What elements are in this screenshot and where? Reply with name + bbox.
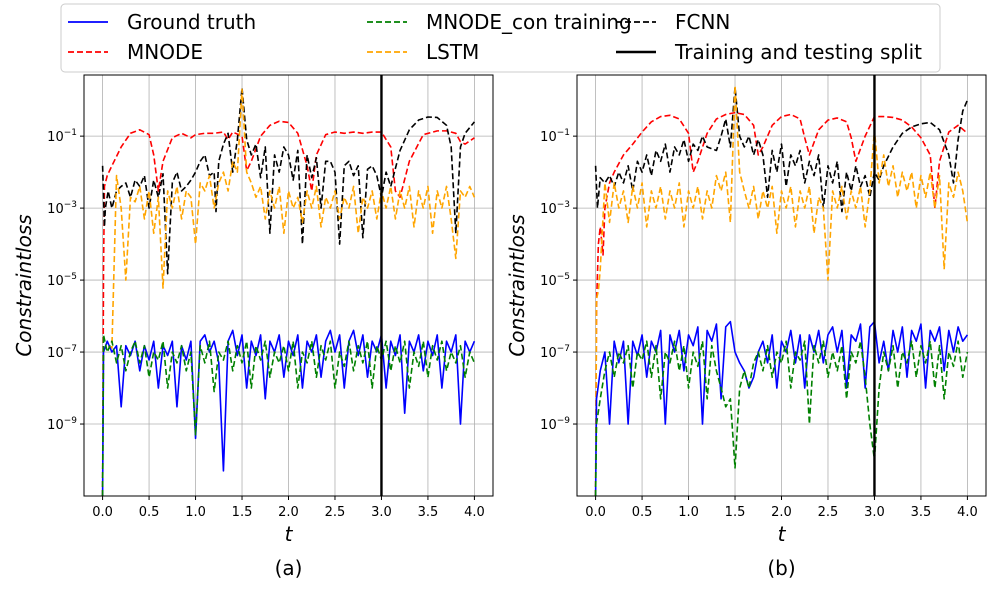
y-tick-label: 10−9: [47, 416, 77, 433]
legend-item-mnode: MNODE: [68, 40, 203, 64]
legend-label: MNODE_con training: [426, 10, 632, 34]
legend-item-mnode-con-training: MNODE_con training: [367, 10, 632, 34]
legend-label: LSTM: [426, 40, 479, 64]
x-tick-label: 3.0: [371, 505, 392, 520]
x-tick-label: 1.0: [678, 505, 699, 520]
x-tick-label: 2.5: [818, 505, 839, 520]
y-tick-label: 10−1: [540, 128, 570, 145]
x-tick-label: 3.5: [911, 505, 932, 520]
legend-label: Ground truth: [127, 10, 256, 34]
y-axis-label: Constraintloss: [12, 214, 36, 356]
series-line-mnode: [594, 111, 968, 496]
series-line-fcnn: [594, 86, 969, 213]
legend: Ground truth MNODE MNODE_con training LSTM F…: [60, 3, 941, 73]
legend-label: MNODE: [127, 40, 203, 64]
panel-b: 0.0 0.5 1.0 1.5 2.0 2.5 3.0 3.5 4.0 10−9 10−7 10−5 1…: [505, 74, 987, 580]
x-tick-label: 3.5: [418, 505, 439, 520]
y-tick-label: 10−9: [540, 416, 570, 433]
x-axis-label: t: [778, 522, 787, 546]
chart-panels: 0.0 0.5 1.0 1.5 2.0 2.5 3.0 3.5 4.0 10−9 10−7 10−5 1…: [12, 74, 987, 580]
x-tick-label: 4.0: [957, 505, 978, 520]
series-group: [594, 85, 969, 496]
x-axis-label: t: [285, 522, 294, 546]
y-axis-label: Constraintloss: [505, 214, 529, 356]
legend-item-lstm: LSTM: [367, 40, 479, 64]
y-tick-label: 10−5: [47, 272, 77, 289]
x-tick-label: 1.0: [185, 505, 206, 520]
panel-label: (a): [275, 556, 303, 580]
x-tick-label: 0.0: [92, 505, 113, 520]
series-line-mnode-con-training: [594, 340, 969, 496]
y-tick-label: 10−7: [540, 344, 570, 361]
series-line-lstm: [101, 88, 476, 496]
series-group: [101, 87, 476, 496]
x-tick-label: 0.0: [585, 505, 606, 520]
series-line-ground-truth: [594, 320, 969, 496]
legend-frame: [60, 3, 941, 73]
panel-label: (b): [767, 556, 795, 580]
x-tick-label: 0.5: [139, 505, 160, 520]
x-tick-label: 2.0: [771, 505, 792, 520]
x-tick-label: 0.5: [632, 505, 653, 520]
x-tick-label: 3.0: [864, 505, 885, 520]
x-tick-label: 2.5: [325, 505, 346, 520]
x-tick-label: 2.0: [278, 505, 299, 520]
x-tick-label: 1.5: [232, 505, 253, 520]
y-tick-label: 10−3: [47, 200, 77, 217]
series-line-fcnn: [101, 87, 476, 275]
y-tick-label: 10−5: [540, 272, 570, 289]
series-line-lstm: [594, 85, 969, 496]
legend-item-ground-truth: Ground truth: [68, 10, 256, 34]
panel-a: 0.0 0.5 1.0 1.5 2.0 2.5 3.0 3.5 4.0 10−9 10−7 10−5 1…: [12, 74, 494, 580]
legend-label: Training and testing split: [674, 40, 922, 64]
y-tick-label: 10−1: [47, 128, 77, 145]
legend-item-fcnn: FCNN: [616, 10, 730, 34]
legend-item-training-and-testing-split: Training and testing split: [616, 40, 922, 64]
x-tick-label: 1.5: [725, 505, 746, 520]
grid: [84, 75, 493, 496]
legend-label: FCNN: [675, 10, 730, 34]
y-tick-label: 10−7: [47, 344, 77, 361]
x-tick-label: 4.0: [464, 505, 485, 520]
y-tick-label: 10−3: [540, 200, 570, 217]
series-line-mnode-con-training: [101, 334, 476, 496]
